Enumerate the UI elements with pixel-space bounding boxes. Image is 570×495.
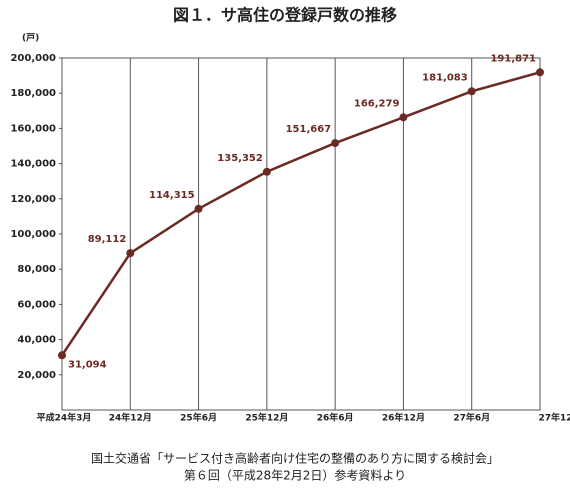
data-label: 151,667 bbox=[286, 124, 332, 135]
data-label: 191,871 bbox=[490, 53, 536, 64]
y-tick-label: 180,000 bbox=[10, 88, 56, 99]
point bbox=[194, 204, 203, 213]
data-label: 181,083 bbox=[422, 72, 468, 83]
point bbox=[399, 113, 408, 122]
x-tick-label: 27年6月 bbox=[453, 412, 490, 424]
data-label: 114,315 bbox=[149, 190, 195, 201]
y-tick-label: 60,000 bbox=[17, 299, 56, 310]
data-label: 166,279 bbox=[354, 98, 400, 109]
y-tick-label: 160,000 bbox=[10, 123, 56, 134]
data-label: 89,112 bbox=[88, 234, 127, 245]
point bbox=[331, 139, 340, 148]
chart-title: 図１．サ高住の登録戸数の推移 bbox=[173, 6, 397, 25]
y-tick-label: 200,000 bbox=[10, 53, 56, 64]
x-tick-label: 平成24年3月 bbox=[37, 412, 92, 424]
x-tick-label: 25年6月 bbox=[180, 412, 217, 424]
y-tick-label: 140,000 bbox=[10, 159, 56, 170]
point bbox=[126, 249, 135, 258]
point bbox=[58, 351, 66, 360]
point bbox=[262, 167, 271, 176]
x-tick-label: 26年12月 bbox=[382, 412, 425, 424]
y-unit: (戸) bbox=[22, 33, 39, 44]
line bbox=[60, 71, 541, 356]
y-tick-label: 20,000 bbox=[17, 370, 56, 381]
source-note: 第６回（平成28年2月2日）参考資料より bbox=[184, 468, 406, 483]
data-label: 135,352 bbox=[217, 153, 263, 164]
point bbox=[536, 68, 544, 77]
y-tick-label: 40,000 bbox=[17, 335, 56, 346]
y-tick-label: 100,000 bbox=[10, 229, 56, 240]
plot-frame bbox=[61, 57, 541, 411]
x-tick-label: 26年6月 bbox=[317, 412, 354, 424]
y-tick-label: 80,000 bbox=[17, 264, 56, 275]
source-note: 国土交通省「サービス付き高齢者向け住宅の整備のあり方に関する検討会」 bbox=[91, 451, 499, 466]
point bbox=[467, 87, 476, 96]
y-tick-label: 120,000 bbox=[10, 194, 56, 205]
x-tick-label: 25年12月 bbox=[245, 412, 288, 424]
x-tick-label: 24年12月 bbox=[109, 412, 152, 424]
data-label: 31,094 bbox=[68, 359, 107, 370]
x-tick-label: 27年12月 bbox=[538, 412, 570, 424]
